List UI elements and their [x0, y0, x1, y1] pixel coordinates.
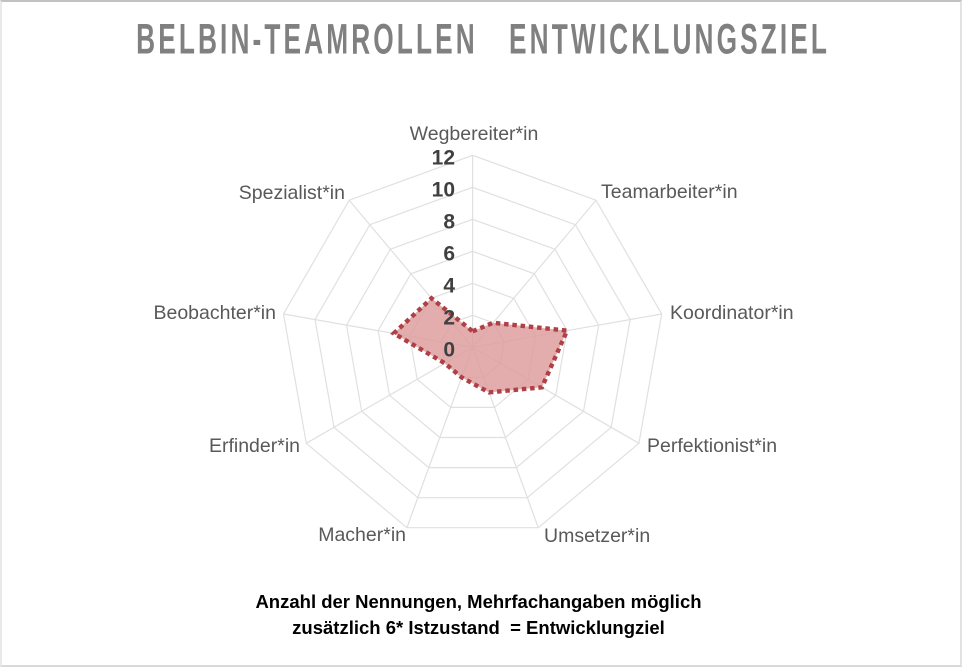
svg-text:12: 12: [432, 146, 455, 169]
svg-text:2: 2: [443, 306, 455, 329]
svg-text:4: 4: [443, 274, 455, 297]
svg-text:8: 8: [443, 210, 455, 233]
svg-text:0: 0: [443, 338, 455, 361]
svg-text:6: 6: [443, 242, 455, 265]
svg-text:10: 10: [432, 178, 455, 201]
